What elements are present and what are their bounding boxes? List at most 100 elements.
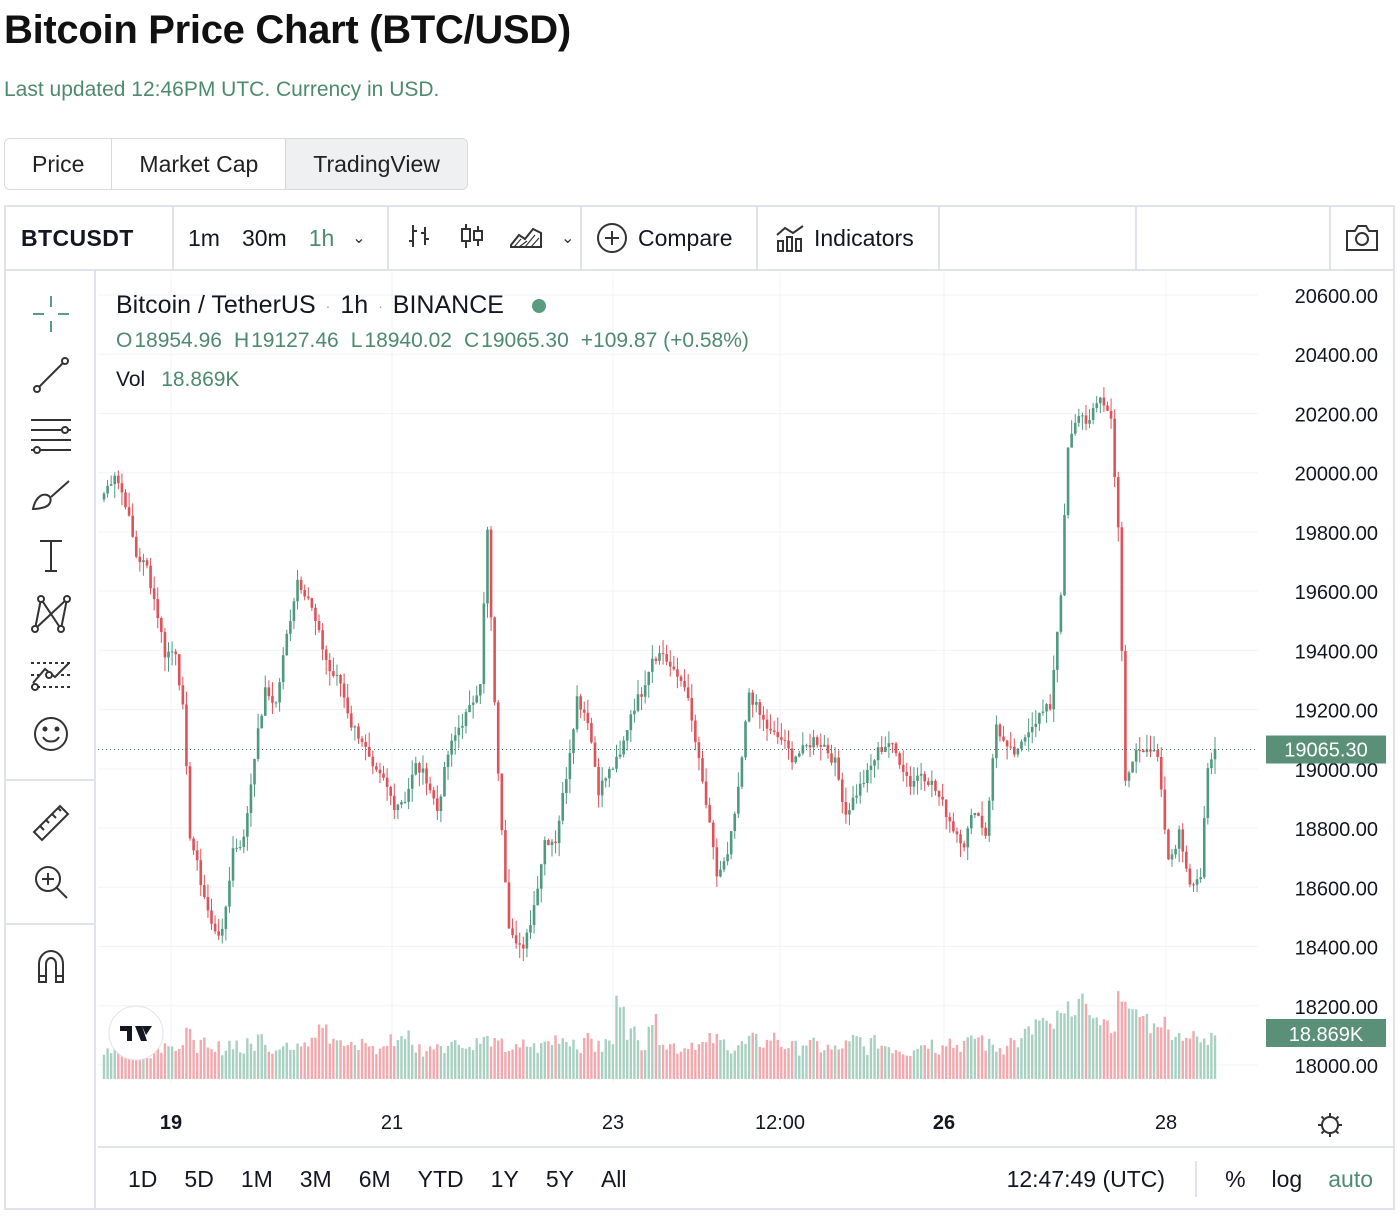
volume-bar <box>289 1049 292 1079</box>
volume-bar <box>841 1048 844 1079</box>
volume-bar <box>622 1006 625 1079</box>
zoom-in-icon[interactable] <box>28 859 74 905</box>
chart-pane[interactable]: 20600.00 20400.00 20200.00 20000.00 19800.00… <box>98 273 1393 1210</box>
x-tick-label: 21 <box>381 1112 403 1134</box>
candle-body <box>475 695 479 703</box>
volume-bar <box>299 1046 303 1079</box>
candle-body <box>869 765 873 770</box>
range-1y-button[interactable]: 1Y <box>490 1165 519 1192</box>
area-chart-icon[interactable] <box>509 221 543 256</box>
candle-body <box>819 745 823 747</box>
volume-bar <box>794 1040 797 1079</box>
volume-bar <box>600 1051 604 1079</box>
candle-body <box>203 885 206 898</box>
x-tick-label: 19 <box>160 1112 182 1134</box>
candle-body <box>812 737 815 748</box>
candle-body <box>271 696 274 703</box>
volume-bar <box>303 1042 306 1079</box>
pattern-icon[interactable] <box>28 591 74 637</box>
chevron-down-icon[interactable]: ⌄ <box>352 230 366 247</box>
crosshair-icon[interactable] <box>28 291 74 337</box>
candle-body <box>353 726 357 728</box>
candle-body <box>837 757 840 780</box>
compare-button[interactable]: Compare <box>582 207 758 269</box>
range-1d-button[interactable]: 1D <box>128 1165 158 1192</box>
volume-bar <box>310 1037 314 1079</box>
brush-icon[interactable] <box>28 472 74 518</box>
chevron-down-icon[interactable]: ⌄ <box>561 230 575 247</box>
candle-body <box>124 492 127 508</box>
candle-body <box>1016 748 1020 755</box>
volume-bar <box>1206 1044 1210 1079</box>
y-tick-label: 20400.00 <box>1295 345 1378 367</box>
volume-bar <box>658 1044 661 1079</box>
range-ytd-button[interactable]: YTD <box>417 1165 464 1192</box>
volume-bar <box>238 1052 242 1079</box>
percent-scale-button[interactable]: % <box>1225 1165 1246 1192</box>
candle-body <box>1002 736 1005 741</box>
candle-body <box>912 780 916 787</box>
range-1m-button[interactable]: 1M <box>240 1165 273 1192</box>
horizontal-lines-icon[interactable] <box>28 412 74 458</box>
volume-bar <box>325 1024 328 1079</box>
tab-market-cap[interactable]: Market Cap <box>112 139 287 189</box>
tab-tradingview[interactable]: TradingView <box>286 139 467 189</box>
range-5d-button[interactable]: 5D <box>184 1165 214 1192</box>
gear-icon[interactable] <box>1318 1113 1342 1137</box>
bar-chart-icon[interactable] <box>405 221 435 256</box>
candle-body <box>708 804 711 823</box>
range-5y-button[interactable]: 5Y <box>545 1165 574 1192</box>
utc-clock[interactable]: 12:47:49 (UTC) <box>1006 1165 1166 1192</box>
auto-scale-button[interactable]: auto <box>1328 1165 1373 1192</box>
indicators-button[interactable]: Indicators <box>758 207 940 269</box>
volume-bar <box>357 1050 360 1079</box>
candle-body <box>866 769 869 783</box>
range-3m-button[interactable]: 3M <box>299 1165 332 1192</box>
tab-price[interactable]: Price <box>5 139 113 189</box>
volume-bar <box>152 1050 156 1079</box>
candle-body <box>235 847 238 849</box>
interval-1h-button[interactable]: 1h <box>308 224 335 251</box>
volume-bar <box>626 1039 629 1079</box>
candle-body <box>375 766 378 770</box>
volume-bar <box>726 1050 729 1079</box>
volume-bar <box>414 1052 417 1079</box>
candle-body <box>676 669 679 677</box>
volume-bar <box>1149 1033 1152 1079</box>
screenshot-button[interactable] <box>1329 207 1393 269</box>
candle-body <box>314 607 317 622</box>
candle-body <box>948 816 952 822</box>
range-all-button[interactable]: All <box>600 1165 627 1192</box>
candle-body <box>281 655 285 683</box>
text-tool-icon[interactable] <box>28 532 74 578</box>
candle-body <box>651 658 654 672</box>
volume-bar <box>919 1045 923 1079</box>
volume-bar <box>260 1034 263 1079</box>
ruler-icon[interactable] <box>28 800 74 846</box>
range-6m-button[interactable]: 6M <box>358 1165 391 1192</box>
trend-line-icon[interactable] <box>28 352 74 398</box>
volume-bar <box>127 1051 131 1079</box>
candle-body <box>152 588 156 600</box>
candle-body <box>762 714 765 720</box>
volume-bar <box>213 1051 217 1079</box>
magnet-icon[interactable] <box>28 943 74 989</box>
candle-body <box>428 783 432 791</box>
candle-body <box>228 880 231 907</box>
log-scale-button[interactable]: log <box>1271 1165 1303 1192</box>
candle-body <box>285 633 289 656</box>
candle-body <box>887 743 891 747</box>
candle-body <box>120 483 124 493</box>
candle-body <box>242 836 246 847</box>
prediction-icon[interactable] <box>28 652 74 698</box>
interval-1m-button[interactable]: 1m <box>188 224 220 251</box>
symbol-search-button[interactable]: BTCUSDT <box>6 207 174 269</box>
interval-30m-button[interactable]: 30m <box>241 224 287 251</box>
smiley-icon[interactable] <box>28 711 74 757</box>
candlestick-icon[interactable] <box>457 221 487 256</box>
candle-body <box>1009 746 1013 748</box>
indicators-label: Indicators <box>814 224 914 251</box>
volume-bar <box>740 1041 744 1079</box>
volume-bar <box>267 1051 271 1079</box>
price-chart[interactable]: 20600.00 20400.00 20200.00 20000.00 19800.00… <box>98 273 1393 1146</box>
